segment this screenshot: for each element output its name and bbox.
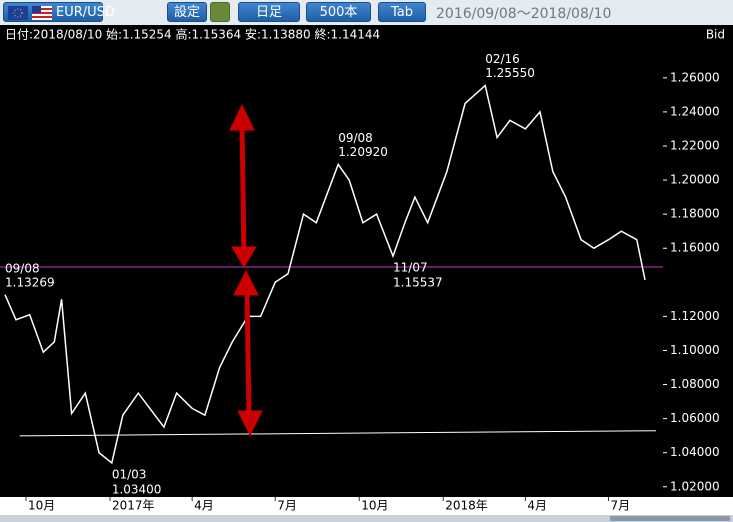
chart: 日付:2018/08/10 始:1.15254 高:1.15364 安:1.13…	[0, 25, 733, 522]
y-tick-label: 1.16000	[670, 241, 720, 255]
annotation-date: 09/08	[5, 261, 40, 275]
y-tick-label: 1.12000	[670, 309, 720, 323]
date-range: 2016/09/08～2018/08/10	[436, 6, 612, 22]
annotation-date: 02/16	[485, 52, 520, 66]
annotation-date: 11/07	[393, 261, 428, 275]
info-bar: 日付:2018/08/10 始:1.15254 高:1.15364 安:1.13…	[5, 27, 380, 42]
arrows	[229, 103, 263, 437]
y-tick-label: 1.06000	[670, 411, 720, 425]
x-tick-label: 10月	[28, 499, 55, 513]
tab-button[interactable]: Tab	[378, 2, 426, 22]
annotation-value: 1.15537	[393, 276, 443, 290]
x-axis-background	[0, 497, 733, 515]
symbol-button[interactable]: EUR/USD	[3, 2, 115, 22]
x-tick-label: 7月	[277, 499, 297, 513]
y-tick-label: 1.04000	[670, 445, 720, 459]
trend-line	[19, 430, 656, 437]
y-tick-label: 1.02000	[670, 479, 720, 493]
annotation-value: 1.20920	[338, 145, 388, 159]
price-line	[4, 84, 646, 465]
annotation-date: 01/03	[112, 467, 147, 481]
x-tick-label: 4月	[527, 499, 547, 513]
scrollbar	[0, 515, 733, 522]
chart-background	[0, 25, 733, 497]
x-tick-label: 7月	[610, 499, 630, 513]
calc-button[interactable]	[210, 2, 230, 22]
settings-button[interactable]: 設定	[167, 2, 207, 22]
period-button[interactable]: 日足	[238, 2, 300, 22]
price-type: Bid	[706, 28, 725, 42]
flags	[8, 6, 52, 20]
y-tick-label: 1.10000	[670, 343, 720, 357]
annotation-value: 1.03400	[112, 482, 162, 496]
y-tick-label: 1.08000	[670, 377, 720, 391]
toolbar: EUR/USD 設定 日足 500本 Tab 2016/09/08～2018/0…	[0, 0, 733, 25]
y-tick-label: 1.18000	[670, 207, 720, 221]
symbol: EUR/USD	[56, 5, 115, 20]
x-tick-label: 4月	[194, 499, 214, 513]
scroll-thumb	[610, 516, 730, 521]
annotation-date: 09/08	[338, 131, 373, 145]
x-tick-label: 2018年	[445, 499, 488, 513]
y-tick-label: 1.24000	[670, 104, 720, 118]
x-tick-label: 2017年	[112, 499, 155, 513]
y-tick-label: 1.22000	[670, 138, 720, 152]
count-button[interactable]: 500本	[306, 2, 371, 22]
y-tick-label: 1.20000	[670, 173, 720, 187]
annotation-value: 1.13269	[5, 275, 55, 289]
x-tick-label: 10月	[361, 499, 388, 513]
y-tick-label: 1.26000	[670, 70, 720, 84]
annotation-value: 1.25550	[485, 66, 535, 80]
